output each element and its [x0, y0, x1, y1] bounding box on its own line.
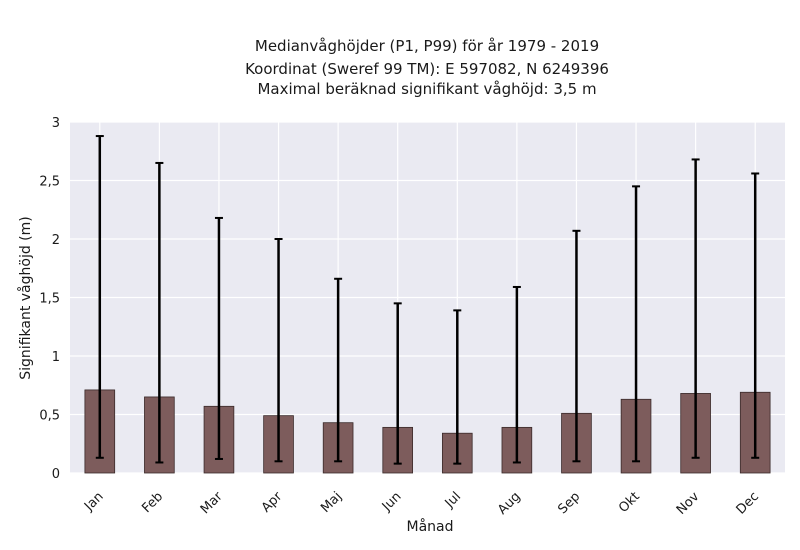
x-axis-label: Månad — [407, 518, 454, 535]
y-tick-label: 0 — [52, 467, 60, 482]
error-bars — [95, 135, 760, 465]
x-tick-label: Maj — [318, 489, 345, 516]
x-tick-label: Nov — [674, 489, 703, 518]
x-tick-label: Apr — [259, 489, 286, 516]
x-tick-label: Okt — [616, 489, 643, 516]
y-tick-labels: 0 0,5 1 1,5 2 2,5 3 — [39, 116, 60, 482]
x-tick-label: Sep — [555, 489, 583, 517]
x-tick-label: Jan — [81, 489, 106, 514]
x-tick-label: Dec — [734, 489, 762, 517]
x-tick-label: Feb — [139, 489, 166, 516]
y-tick-label: 1,5 — [39, 292, 60, 307]
y-tick-label: 0,5 — [39, 409, 60, 424]
chart-title: Medianvåghöjder (P1, P99) för år 1979 - … — [245, 37, 609, 98]
y-axis-label: Signifikant våghöjd (m) — [17, 216, 34, 379]
x-tick-label: Jul — [442, 489, 464, 511]
x-tick-labels: Jan Feb Mar Apr Maj Jun Jul Aug Sep Okt Nov Dec — [81, 489, 762, 518]
x-tick-label: Mar — [198, 489, 226, 517]
x-tick-label: Aug — [495, 489, 524, 518]
chart-title-line-1: Medianvåghöjder (P1, P99) för år 1979 - … — [255, 37, 599, 55]
y-tick-label: 1 — [52, 350, 60, 365]
chart-title-line-2: Koordinat (Sweref 99 TM): E 597082, N 62… — [245, 60, 609, 78]
y-tick-label: 2,5 — [39, 175, 60, 190]
x-tick-label: Jun — [379, 489, 405, 515]
y-tick-label: 2 — [52, 233, 60, 248]
y-tick-label: 3 — [52, 116, 60, 131]
chart-title-line-3: Maximal beräknad signifikant våghöjd: 3,… — [257, 80, 596, 98]
